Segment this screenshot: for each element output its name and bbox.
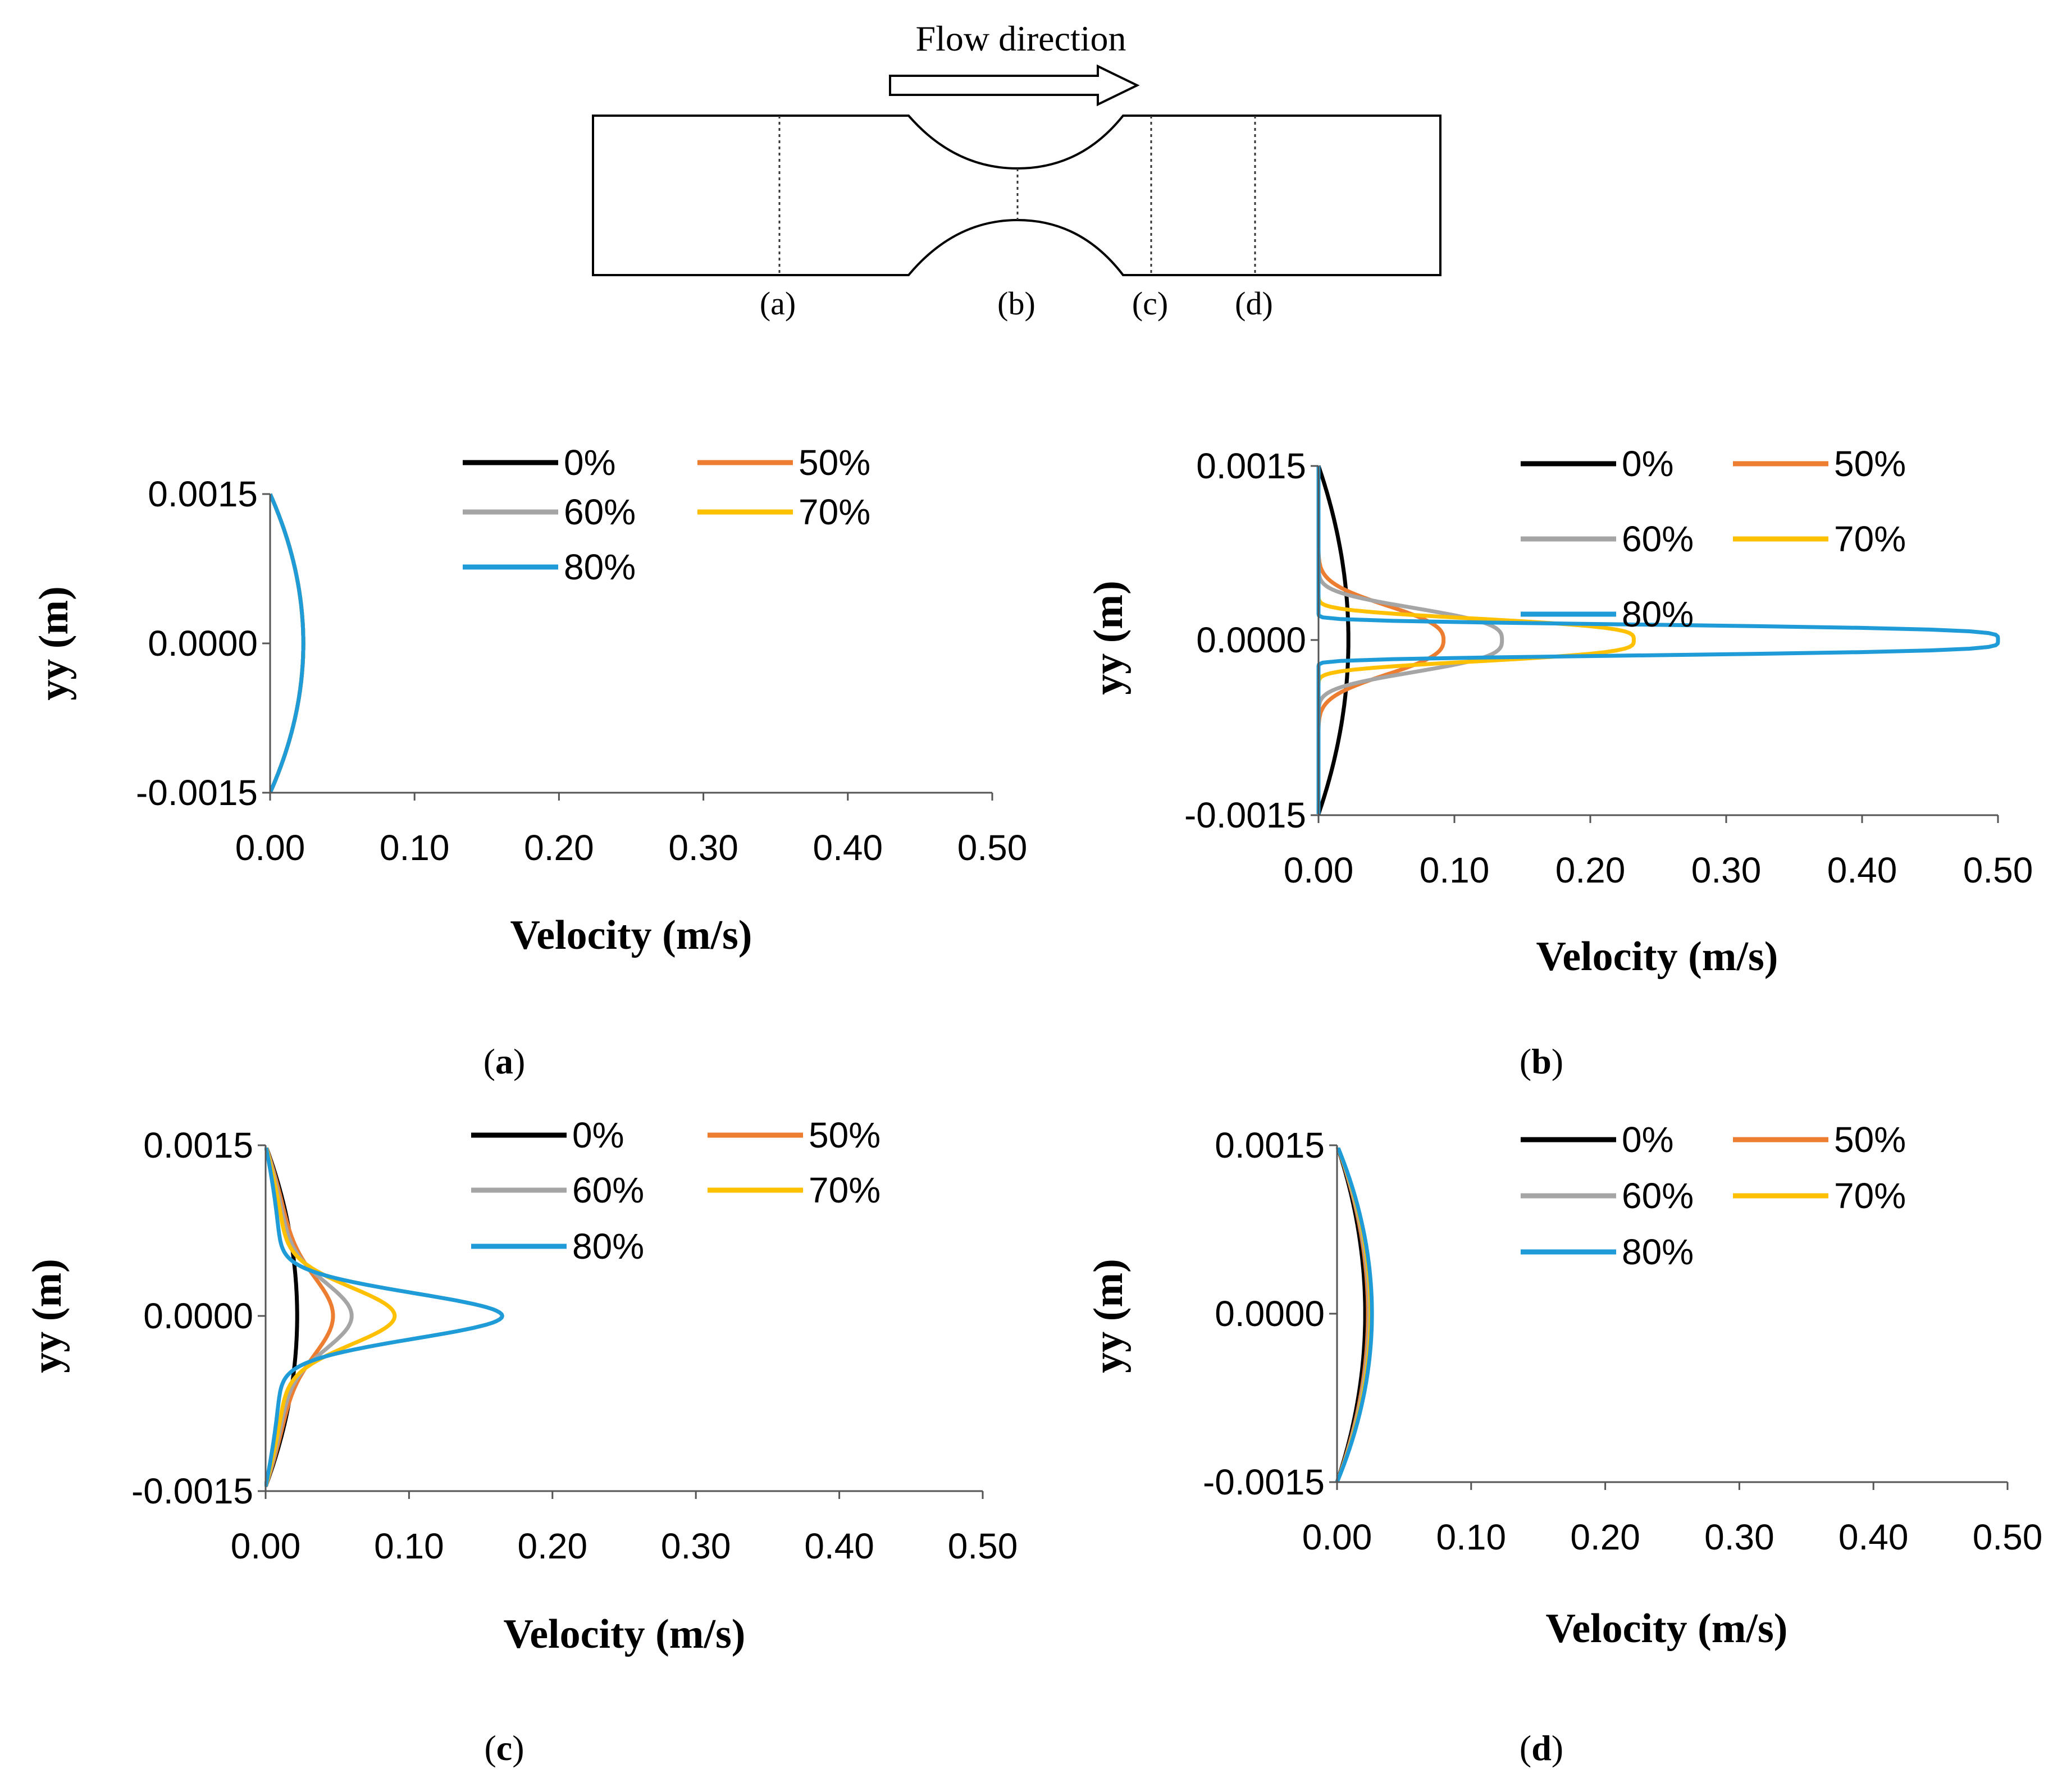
panel-caption-letter: b <box>1531 1041 1552 1081</box>
legend-label: 0% <box>1622 1119 1674 1160</box>
legend-label: 60% <box>564 492 636 532</box>
legend-label: 80% <box>564 547 636 587</box>
panel-a: 0.00 0.10 0.20 0.30 0.40 0.50 -0.0015 0.0000 0.0… <box>31 442 1027 1081</box>
series-line-80pct <box>264 1148 504 1487</box>
y-tick-label: 0.0015 <box>148 474 258 514</box>
y-tick-label: -0.0015 <box>1184 795 1306 835</box>
legend-label: 0% <box>572 1115 624 1155</box>
panel-b: 0.00 0.10 0.20 0.30 0.40 0.50 -0.0015 0.0000 0.0… <box>1085 444 2033 1081</box>
section-label-b: (b) <box>997 285 1035 322</box>
y-tick-label: 0.0015 <box>143 1125 253 1165</box>
legend-label: 70% <box>799 492 870 532</box>
legend-label: 50% <box>1834 444 1906 484</box>
x-axis-title: Velocity (m/s) <box>504 1611 746 1657</box>
x-tick-label: 0.30 <box>1704 1517 1774 1557</box>
channel-schematic: Flow direction (a) (b) (c) (d) <box>592 19 1441 322</box>
y-tick-label: 0.0015 <box>1215 1125 1325 1165</box>
series-line-80pct <box>270 493 305 793</box>
y-tick-label: 0.0000 <box>1215 1293 1325 1334</box>
series-line-50pct <box>1316 465 1446 815</box>
panel-d: 0.00 0.10 0.20 0.30 0.40 0.50 -0.0015 0.0000 0.0… <box>1085 1119 2042 1768</box>
x-tick-label: 0.40 <box>813 828 883 868</box>
y-tick-label: -0.0015 <box>136 772 258 813</box>
panel-caption: (a) <box>483 1041 526 1081</box>
x-axis-title: Velocity (m/s) <box>1546 1606 1788 1652</box>
y-tick-label: -0.0015 <box>1203 1462 1325 1502</box>
x-tick-label: 0.40 <box>804 1526 874 1566</box>
y-tick-label: 0.0000 <box>148 623 258 664</box>
channel-outline <box>592 115 1441 276</box>
legend-label: 50% <box>809 1115 881 1155</box>
series-line-0pct <box>1316 465 1351 815</box>
series-line-70pct <box>264 1148 397 1487</box>
panel-caption-letter: a <box>495 1041 513 1081</box>
section-label-a: (a) <box>760 285 796 322</box>
legend-label: 0% <box>564 442 616 483</box>
legend-label: 60% <box>1622 1176 1694 1216</box>
y-axis-title: yy (m) <box>31 586 77 700</box>
legend-label: 50% <box>1834 1119 1906 1160</box>
panel-caption: (d) <box>1520 1728 1563 1768</box>
x-tick-label: 0.00 <box>235 828 305 868</box>
x-tick-label: 0.20 <box>1555 850 1626 890</box>
x-tick-label: 0.30 <box>661 1526 731 1566</box>
x-tick-label: 0.20 <box>524 828 594 868</box>
x-tick-label: 0.20 <box>1570 1517 1640 1557</box>
x-tick-label: 0.10 <box>380 828 450 868</box>
x-tick-label: 0.20 <box>518 1526 588 1566</box>
legend-label: 50% <box>799 442 870 483</box>
legend-label: 60% <box>572 1170 644 1210</box>
series-line-70pct <box>1316 465 1636 815</box>
section-label-c: (c) <box>1132 285 1168 322</box>
x-tick-label: 0.00 <box>1284 850 1354 890</box>
y-axis-title: yy (m) <box>1085 1259 1132 1373</box>
series-line-80pct <box>1335 1148 1374 1483</box>
x-tick-label: 0.50 <box>1973 1517 2043 1557</box>
flow-direction-arrow <box>889 64 1140 107</box>
x-tick-label: 0.00 <box>1302 1517 1372 1557</box>
x-axis-title: Velocity (m/s) <box>510 912 752 958</box>
x-tick-label: 0.10 <box>1420 850 1490 890</box>
panel-caption-letter: d <box>1531 1728 1552 1768</box>
legend-label: 70% <box>1834 519 1906 559</box>
legend-label: 0% <box>1622 444 1674 484</box>
legend-label: 70% <box>809 1170 881 1210</box>
x-tick-label: 0.30 <box>668 828 738 868</box>
x-tick-label: 0.10 <box>374 1526 444 1566</box>
y-axis-title: yy (m) <box>24 1259 70 1373</box>
x-tick-label: 0.00 <box>231 1526 301 1566</box>
x-tick-label: 0.40 <box>1839 1517 1909 1557</box>
flow-direction-label: Flow direction <box>915 19 1126 58</box>
x-tick-label: 0.40 <box>1827 850 1897 890</box>
x-tick-label: 0.50 <box>957 828 1028 868</box>
x-tick-label: 0.50 <box>948 1526 1018 1566</box>
x-tick-label: 0.10 <box>1436 1517 1507 1557</box>
legend-label: 80% <box>1622 1232 1694 1272</box>
series-line-60pct <box>1316 465 1504 815</box>
panel-caption-letter: c <box>496 1728 512 1768</box>
y-tick-label: 0.0000 <box>1196 620 1306 660</box>
y-axis-title: yy (m) <box>1085 580 1132 694</box>
panel-caption: (b) <box>1520 1041 1563 1081</box>
x-tick-label: 0.50 <box>1963 850 2033 890</box>
legend-label: 80% <box>572 1226 644 1267</box>
y-tick-label: 0.0000 <box>143 1296 253 1336</box>
x-tick-label: 0.30 <box>1691 850 1762 890</box>
section-label-d: (d) <box>1235 285 1273 322</box>
panel-caption: (c) <box>484 1728 524 1768</box>
y-tick-label: -0.0015 <box>131 1471 253 1511</box>
panel-c: 0.00 0.10 0.20 0.30 0.40 0.50 -0.0015 0.0000 0.0… <box>24 1115 1018 1768</box>
legend-label: 70% <box>1834 1176 1906 1216</box>
legend-label: 60% <box>1622 519 1694 559</box>
y-tick-label: 0.0015 <box>1196 446 1306 486</box>
series-line-80pct <box>1316 465 2000 815</box>
x-axis-title: Velocity (m/s) <box>1536 934 1778 980</box>
legend-label: 80% <box>1622 594 1694 634</box>
